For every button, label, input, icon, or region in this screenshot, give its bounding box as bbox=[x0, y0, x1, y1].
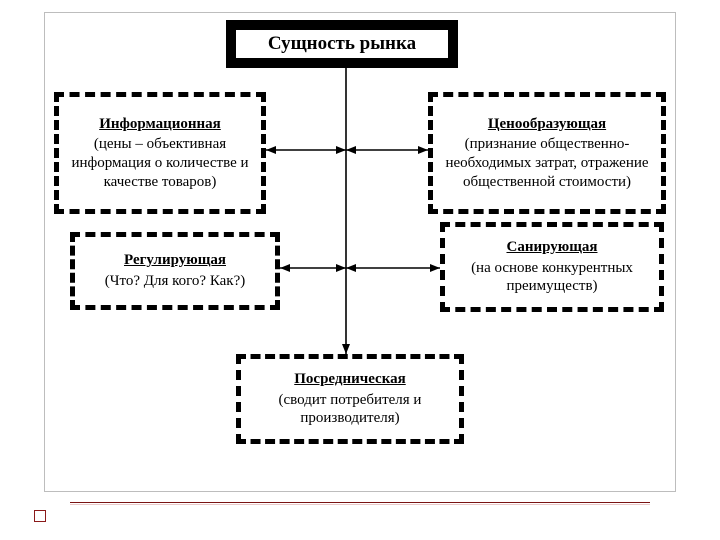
node-body: (на основе конкурентных преимуществ) bbox=[453, 259, 651, 297]
node-regulating: Регулирующая (Что? Для кого? Как?) bbox=[70, 232, 280, 310]
title-text: Сущность рынка bbox=[268, 33, 416, 55]
node-heading: Регулирующая bbox=[124, 251, 226, 270]
footer-rule-bottom bbox=[70, 504, 650, 505]
node-body: (Что? Для кого? Как?) bbox=[105, 272, 246, 291]
corner-marker-icon bbox=[34, 510, 46, 522]
node-sanitizing: Санирующая (на основе конкурентных преим… bbox=[440, 222, 664, 312]
node-body: (цены – объективная информация о количес… bbox=[67, 135, 253, 191]
footer-rule-top bbox=[70, 502, 650, 503]
node-heading: Санирующая bbox=[506, 238, 597, 257]
node-heading: Ценообразующая bbox=[488, 115, 606, 134]
node-body: (сводит потребителя и производителя) bbox=[249, 391, 451, 429]
node-heading: Посредническая bbox=[294, 370, 406, 389]
node-heading: Информационная bbox=[99, 115, 221, 134]
node-body: (признание общественно-необходимых затра… bbox=[441, 135, 653, 191]
node-mediator: Посредническая (сводит потребителя и про… bbox=[236, 354, 464, 444]
node-pricing: Ценообразующая (признание общественно-не… bbox=[428, 92, 666, 214]
diagram-canvas: Сущность рынка Информационная (цены – об… bbox=[0, 0, 720, 540]
title-box: Сущность рынка bbox=[226, 20, 458, 68]
node-informational: Информационная (цены – объективная инфор… bbox=[54, 92, 266, 214]
